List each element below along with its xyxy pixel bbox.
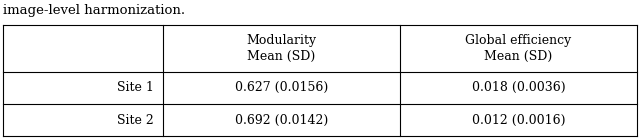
Text: Site 1: Site 1 xyxy=(116,81,154,94)
Text: image-level harmonization.: image-level harmonization. xyxy=(3,4,186,17)
Text: 0.692 (0.0142): 0.692 (0.0142) xyxy=(235,114,328,127)
Text: Modularity
Mean (SD): Modularity Mean (SD) xyxy=(246,34,317,63)
Text: 0.627 (0.0156): 0.627 (0.0156) xyxy=(235,81,328,94)
Text: Site 2: Site 2 xyxy=(117,114,154,127)
Text: 0.012 (0.0016): 0.012 (0.0016) xyxy=(472,114,565,127)
Text: 0.018 (0.0036): 0.018 (0.0036) xyxy=(472,81,565,94)
Text: Global efficiency
Mean (SD): Global efficiency Mean (SD) xyxy=(465,34,572,63)
